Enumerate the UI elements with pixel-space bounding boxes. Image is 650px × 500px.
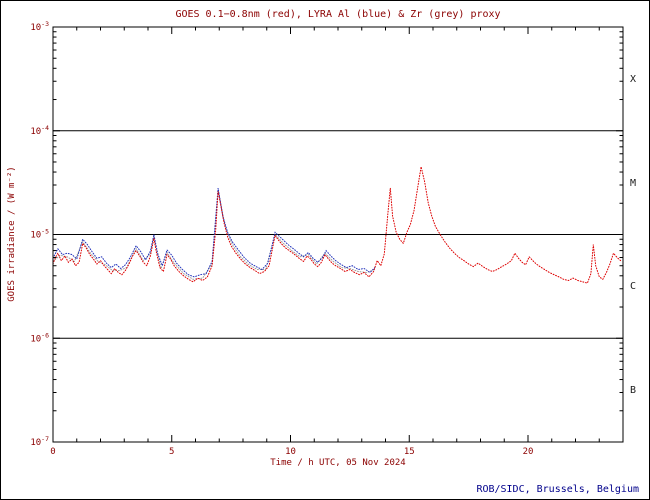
x-tick-label: 0 bbox=[50, 447, 55, 457]
y-tick-label: 10-4 bbox=[30, 124, 49, 137]
x-tick-label: 10 bbox=[285, 447, 296, 457]
y-tick-label: 10-6 bbox=[30, 331, 49, 344]
chart-title: GOES 0.1−0.8nm (red), LYRA Al (blue) & Z… bbox=[175, 9, 500, 20]
plot-area: 0 5 10 15 20 10-3 10-4 10-5 10-6 10-7 bbox=[30, 20, 624, 457]
flare-class-label-b: B bbox=[630, 385, 636, 396]
series-lyra-zr-proxy bbox=[52, 189, 376, 280]
flare-class-label-m: M bbox=[630, 178, 636, 189]
y-tick-label: 10-3 bbox=[30, 20, 49, 33]
x-tick-label: 5 bbox=[169, 447, 174, 457]
series-lyra-al-proxy bbox=[52, 188, 376, 278]
x-axis-label: Time / h UTC, 05 Nov 2024 bbox=[270, 458, 405, 468]
y-tick-label: 10-5 bbox=[30, 228, 49, 241]
series-goes-0-1-0-8nm bbox=[52, 166, 622, 284]
x-tick-label: 20 bbox=[523, 447, 534, 457]
y-tick-label: 10-7 bbox=[30, 435, 49, 448]
x-tick-label: 15 bbox=[404, 447, 415, 457]
flare-class-label-x: X bbox=[630, 74, 636, 85]
credit-text: ROB/SIDC, Brussels, Belgium bbox=[476, 484, 639, 495]
flare-class-label-c: C bbox=[630, 281, 636, 292]
y-axis-label: GOES irradiance / (W m⁻²) bbox=[7, 166, 17, 301]
